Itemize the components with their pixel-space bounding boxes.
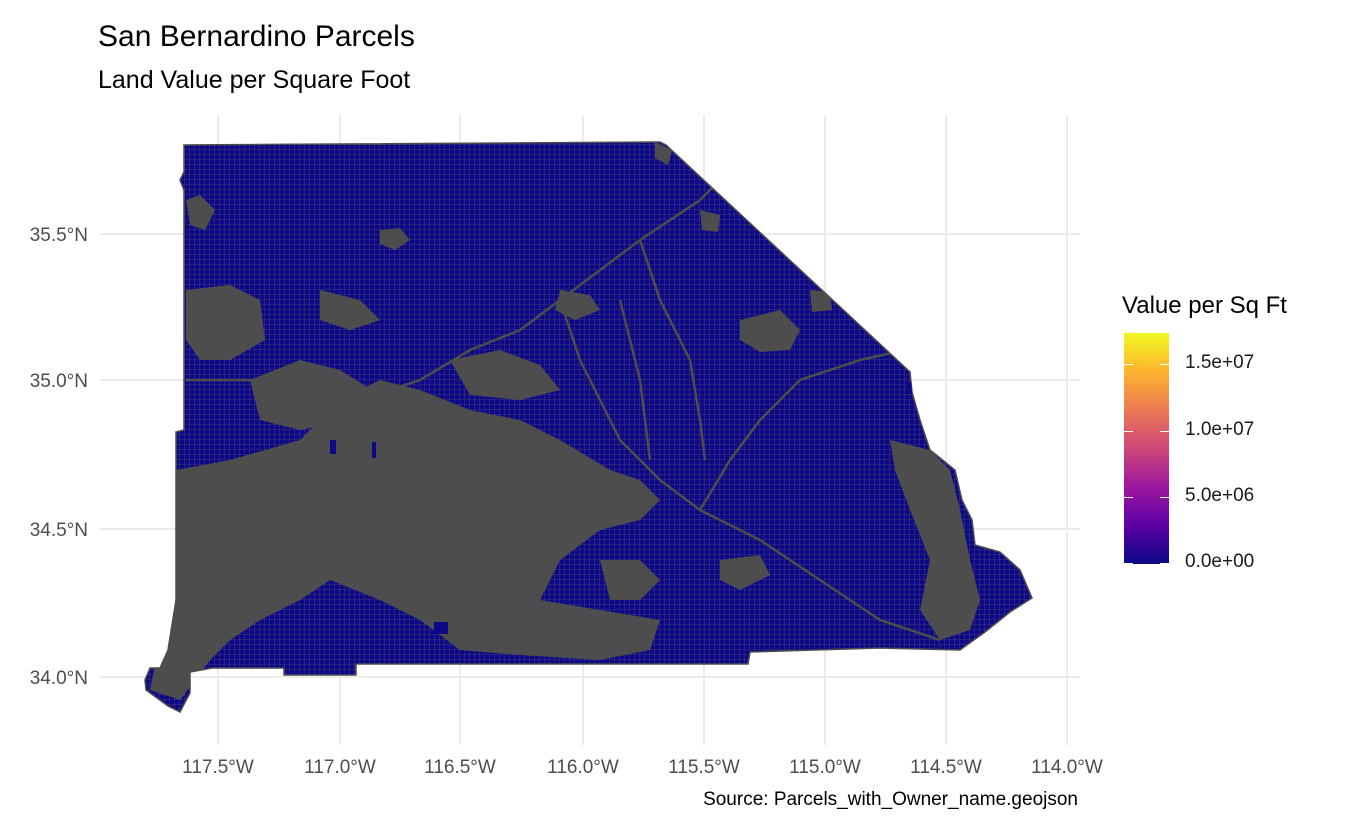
x-tick-label: 117.0°W (304, 757, 376, 778)
x-tick-label: 117.5°W (182, 757, 254, 778)
y-axis: 35.5°N 35.0°N 34.5°N 34.0°N (30, 225, 88, 689)
legend-tick-mark (1124, 364, 1169, 365)
x-tick-label: 114.5°W (910, 757, 982, 778)
y-tick-label: 35.0°N (30, 371, 88, 392)
y-tick-label: 34.5°N (30, 520, 88, 541)
parcel-layer (144, 141, 1033, 713)
legend-label: 1.5e+07 (1185, 352, 1255, 373)
map-title: San Bernardino Parcels (98, 20, 415, 53)
y-tick-label: 35.5°N (30, 225, 88, 246)
x-axis: 117.5°W 117.0°W 116.5°W 116.0°W 115.5°W … (182, 757, 1103, 778)
legend-tick-mark (1124, 497, 1169, 498)
legend-tick-mark (1124, 431, 1169, 432)
x-tick-label: 116.0°W (547, 757, 619, 778)
x-tick-label: 115.5°W (668, 757, 740, 778)
x-tick-label: 116.5°W (424, 757, 496, 778)
map-subtitle: Land Value per Square Foot (98, 66, 411, 94)
source-caption: Source: Parcels_with_Owner_name.geojson (703, 789, 1078, 810)
legend-colorbar (1124, 333, 1169, 564)
legend-label: 5.0e+06 (1185, 485, 1255, 506)
legend-label: 1.0e+07 (1185, 419, 1255, 440)
y-tick-label: 34.0°N (30, 668, 88, 689)
legend-label: 0.0e+00 (1185, 551, 1255, 572)
x-tick-label: 114.0°W (1031, 757, 1103, 778)
x-tick-label: 115.0°W (789, 757, 861, 778)
legend-title: Value per Sq Ft (1122, 292, 1287, 319)
legend-tick-mark (1124, 563, 1169, 564)
